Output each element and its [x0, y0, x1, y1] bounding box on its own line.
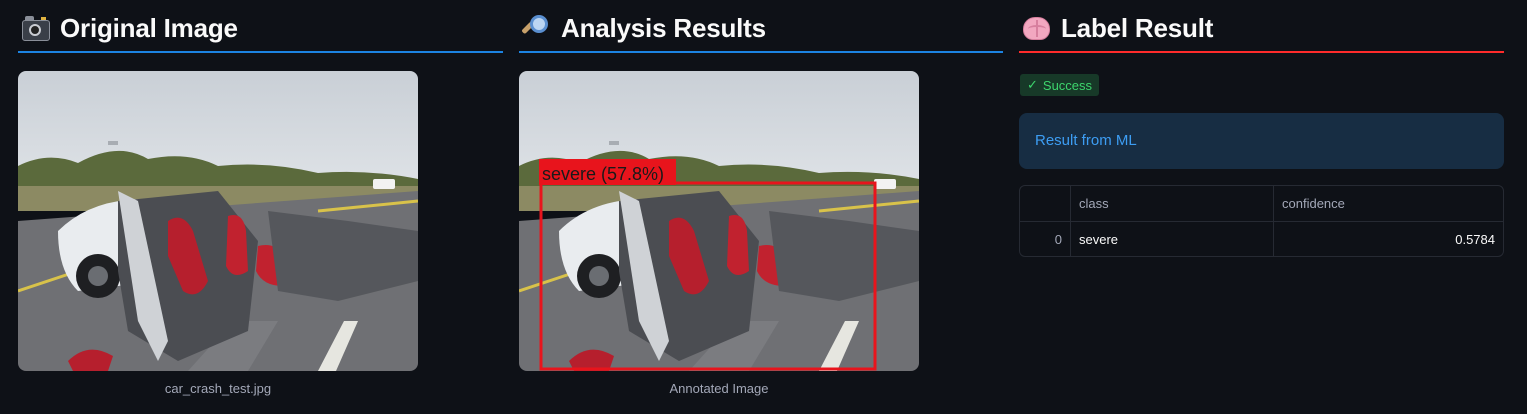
index-header [1020, 186, 1071, 221]
original-image[interactable] [18, 71, 418, 371]
original-image-column: Original Image [18, 0, 503, 396]
section-title: Analysis Results [521, 12, 766, 44]
analysis-results-header: Analysis Results [519, 0, 1003, 54]
annotated-image[interactable]: severe (57.8%) [519, 71, 919, 371]
class-cell[interactable]: severe [1071, 222, 1274, 256]
status-badge: ✓ Success [1020, 74, 1100, 96]
label-result-column: Label Result ✓ Success Result from ML cl… [1019, 0, 1504, 257]
brain-icon [1021, 13, 1051, 43]
table-row: 0 severe 0.5784 [1020, 222, 1503, 256]
original-image-header: Original Image [18, 0, 503, 54]
detection-bounding-box [539, 181, 877, 371]
analysis-results-column: Analysis Results [519, 0, 1003, 396]
section-title: Label Result [1021, 12, 1213, 44]
detection-label: severe (57.8%) [542, 164, 664, 184]
section-title-text: Original Image [60, 13, 238, 43]
results-dataframe[interactable]: class confidence 0 severe 0.5784 [1019, 185, 1504, 257]
check-icon: ✓ [1027, 77, 1038, 92]
crash-photo [18, 71, 418, 371]
image-caption: car_crash_test.jpg [164, 381, 272, 396]
section-title-text: Label Result [1061, 13, 1214, 43]
camera-icon [20, 13, 50, 43]
status-badge-label: Success [1042, 77, 1093, 93]
info-alert: Result from ML [1019, 113, 1504, 169]
column-header-class[interactable]: class [1071, 186, 1274, 221]
header-divider [519, 51, 1003, 53]
label-result-header: Label Result [1019, 0, 1504, 54]
header-divider [1019, 51, 1504, 53]
section-title-text: Analysis Results [561, 13, 766, 43]
table-header-row: class confidence [1020, 186, 1503, 222]
section-title: Original Image [20, 12, 238, 44]
detection-label-background [539, 159, 676, 185]
row-index: 0 [1020, 222, 1071, 256]
info-alert-text: Result from ML [1035, 132, 1137, 149]
magnifier-icon [521, 13, 551, 43]
image-caption: Annotated Image [669, 381, 769, 396]
annotated-crash-photo: severe (57.8%) [519, 71, 919, 371]
header-divider [18, 51, 503, 53]
confidence-cell[interactable]: 0.5784 [1455, 232, 1495, 247]
column-header-confidence[interactable]: confidence [1282, 196, 1345, 211]
